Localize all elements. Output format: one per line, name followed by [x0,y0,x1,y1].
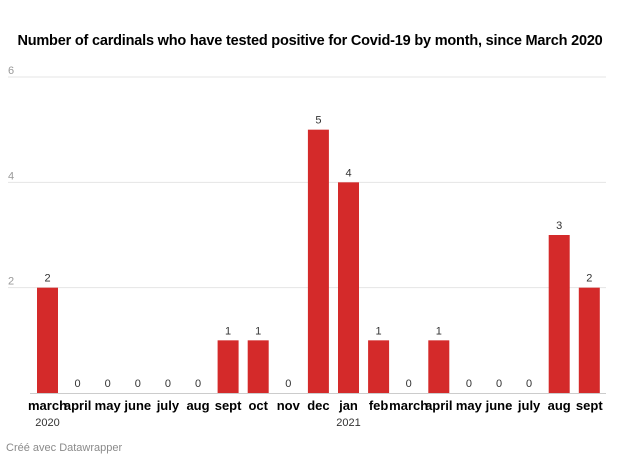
data-label: 1 [376,325,382,337]
x-tick-label: july [517,398,541,413]
bar [428,340,450,393]
x-tick-label: nov [277,398,301,413]
data-label: 2 [586,273,592,285]
data-label: 0 [105,378,111,390]
x-tick-label: may [456,398,483,413]
bar [247,340,269,393]
x-tick-label: jan [338,398,358,413]
bar [307,129,329,393]
data-label: 1 [436,325,442,337]
y-tick-label: 4 [8,170,14,182]
bar [217,340,239,393]
data-label: 0 [466,378,472,390]
data-label: 0 [285,378,291,390]
data-label: 5 [315,115,321,127]
bar [368,340,390,393]
x-tick-label: may [95,398,122,413]
x-tick-label: march [28,398,67,413]
y-tick-label: 6 [8,65,14,77]
y-tick-label: 2 [8,276,14,288]
data-label: 0 [406,378,412,390]
data-label: 1 [225,325,231,337]
x-tick-label: dec [307,398,329,413]
data-label: 0 [135,378,141,390]
x-tick-label: june [485,398,513,413]
data-label: 0 [195,378,201,390]
credit-footer: Créé avec Datawrapper [6,442,123,454]
x-tick-label: aug [186,398,209,413]
data-label: 2 [44,273,50,285]
x-tick-label: sept [215,398,242,413]
data-label: 0 [526,378,532,390]
x-tick-label: april [425,398,452,413]
data-label: 0 [165,378,171,390]
x-tick-label: sept [576,398,603,413]
x-tick-label: june [123,398,151,413]
data-label: 0 [496,378,502,390]
chart-title: Number of cardinals who have tested posi… [17,33,603,49]
year-label: 2020 [35,417,59,429]
x-tick-label: april [64,398,91,413]
x-tick-label: july [156,398,180,413]
x-tick-label: aug [548,398,571,413]
data-label: 3 [556,220,562,232]
bar [578,287,600,393]
bar [37,287,58,393]
year-label: 2021 [336,417,360,429]
bar [548,235,570,393]
x-tick-label: feb [369,398,389,413]
x-tick-label: oct [248,398,268,413]
x-tick-label: march [389,398,428,413]
data-label: 0 [75,378,81,390]
data-label: 1 [255,325,261,337]
bar [338,182,359,393]
data-label: 4 [345,167,351,179]
